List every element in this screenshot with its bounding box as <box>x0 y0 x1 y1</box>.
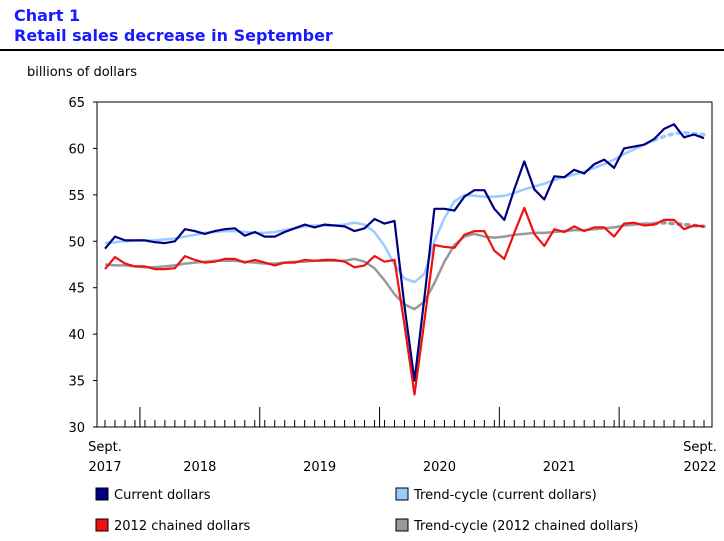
y-tick-label: 55 <box>68 189 85 204</box>
y-tick-label: 50 <box>68 235 85 250</box>
trend-cycle-current-dollars-line <box>104 138 655 284</box>
trend-cycle-current-dollars-line-projected <box>652 130 706 142</box>
x-year-label: 2020 <box>423 460 456 475</box>
current-dollars-line <box>104 123 705 382</box>
legend-swatch <box>95 487 109 501</box>
chart-title-block: Chart 1 Retail sales decrease in Septemb… <box>14 6 333 46</box>
y-tick-label: 45 <box>68 282 85 297</box>
x-year-label: 2019 <box>303 460 336 475</box>
x-edge-label-year: 2017 <box>88 460 121 475</box>
plot-frame <box>96 101 713 428</box>
y-tick-label: 60 <box>68 142 85 157</box>
y-tick-label: 30 <box>68 421 85 436</box>
y-axis-label: billions of dollars <box>27 65 137 80</box>
x-edge-label-year: 2022 <box>683 460 716 475</box>
y-tick-label: 65 <box>68 96 85 111</box>
y-tick-label: 35 <box>68 375 85 390</box>
2012-chained-dollars-line <box>104 206 705 396</box>
y-tick-label: 40 <box>68 328 85 343</box>
title-divider <box>0 49 724 51</box>
x-edge-label-month: Sept. <box>88 440 122 455</box>
legend-swatch <box>395 487 409 501</box>
legend-label: Current dollars <box>114 488 211 503</box>
legend-label: Trend-cycle (2012 chained dollars) <box>413 519 638 534</box>
chart-title: Retail sales decrease in September <box>14 26 333 45</box>
legend-swatch <box>95 518 109 532</box>
legend-label: Trend-cycle (current dollars) <box>413 488 597 503</box>
chart-number: Chart 1 <box>14 6 81 25</box>
x-edge-label-month: Sept. <box>683 440 717 455</box>
x-year-label: 2018 <box>183 460 216 475</box>
legend-label: 2012 chained dollars <box>114 519 251 534</box>
legend-swatch <box>395 518 409 532</box>
x-year-label: 2021 <box>543 460 576 475</box>
